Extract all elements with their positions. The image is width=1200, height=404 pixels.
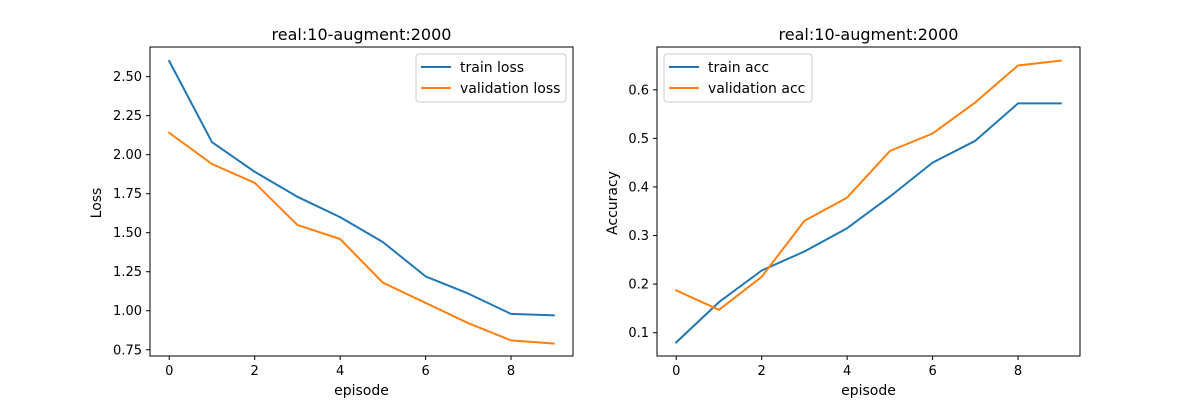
- accuracy-ytick-label: 0.6: [628, 83, 649, 98]
- accuracy-xtick-label: 8: [1014, 364, 1022, 379]
- accuracy-ytick-label: 0.1: [628, 326, 649, 341]
- accuracy-ytick-label: 0.5: [628, 132, 649, 147]
- loss-chart-xlabel: episode: [334, 383, 389, 399]
- accuracy-xtick-label: 4: [843, 364, 851, 379]
- accuracy-series-line-train: [674, 102, 1062, 344]
- accuracy-ytick-label: 0.3: [628, 229, 649, 244]
- loss-xtick-label: 4: [336, 364, 344, 379]
- accuracy-chart-ticks: 0 2 4 6 8 0.1 0.2 0.3 0.4 0.5 0.6: [628, 83, 1022, 379]
- loss-legend-label-train: train loss: [460, 60, 524, 76]
- accuracy-xtick-label: 0: [672, 364, 680, 379]
- accuracy-chart-lines: [674, 59, 1062, 344]
- loss-legend: train loss validation loss: [415, 53, 567, 103]
- loss-ytick-label: 1.25: [113, 265, 142, 280]
- accuracy-chart-xlabel: episode: [841, 383, 896, 399]
- accuracy-xtick-label: 6: [928, 364, 936, 379]
- accuracy-chart-ylabel: Accuracy: [605, 171, 621, 235]
- loss-series-line-train: [167, 59, 555, 317]
- loss-ytick-label: 2.50: [113, 70, 142, 85]
- accuracy-series-line-validation: [674, 59, 1062, 311]
- accuracy-xtick-label: 2: [758, 364, 766, 379]
- loss-legend-label-validation: validation loss: [460, 81, 560, 97]
- loss-ytick-label: 0.75: [113, 343, 142, 358]
- loss-xtick-label: 2: [251, 364, 259, 379]
- loss-chart-frame: [149, 46, 574, 357]
- accuracy-ytick-label: 0.2: [628, 278, 649, 293]
- loss-xtick-label: 0: [165, 364, 173, 379]
- loss-chart-title: real:10-augment:2000: [272, 25, 452, 44]
- loss-chart: real:10-augment:2000 episode Loss 0 2 4 6 80…: [89, 25, 574, 399]
- accuracy-legend: train acc validation acc: [663, 53, 813, 103]
- accuracy-legend-label-validation: validation acc: [708, 81, 805, 97]
- accuracy-legend-label-train: train acc: [708, 60, 769, 76]
- loss-ytick-label: 1.00: [113, 304, 142, 319]
- accuracy-legend-box: [663, 53, 813, 103]
- accuracy-ytick-label: 0.4: [628, 180, 649, 195]
- loss-chart-ticks: 0 2 4 6 8 0.75 1.00 1.25 1.50 1.75 2.00 2.25 2.50: [113, 70, 515, 379]
- loss-chart-ylabel: Loss: [89, 188, 105, 219]
- loss-ytick-label: 1.75: [113, 187, 142, 202]
- loss-xtick-label: 6: [421, 364, 429, 379]
- accuracy-chart-title: real:10-augment:2000: [779, 25, 959, 44]
- loss-ytick-label: 1.50: [113, 226, 142, 241]
- loss-legend-box: [415, 53, 567, 103]
- loss-series-line-validation: [167, 131, 555, 345]
- loss-xtick-label: 8: [507, 364, 515, 379]
- loss-chart-lines: [167, 59, 555, 345]
- accuracy-chart: real:10-augment:2000 episode Accuracy 0 2…: [605, 25, 1081, 399]
- loss-ytick-label: 2.25: [113, 109, 142, 124]
- loss-ytick-label: 2.00: [113, 148, 142, 163]
- accuracy-chart-frame: [656, 46, 1081, 357]
